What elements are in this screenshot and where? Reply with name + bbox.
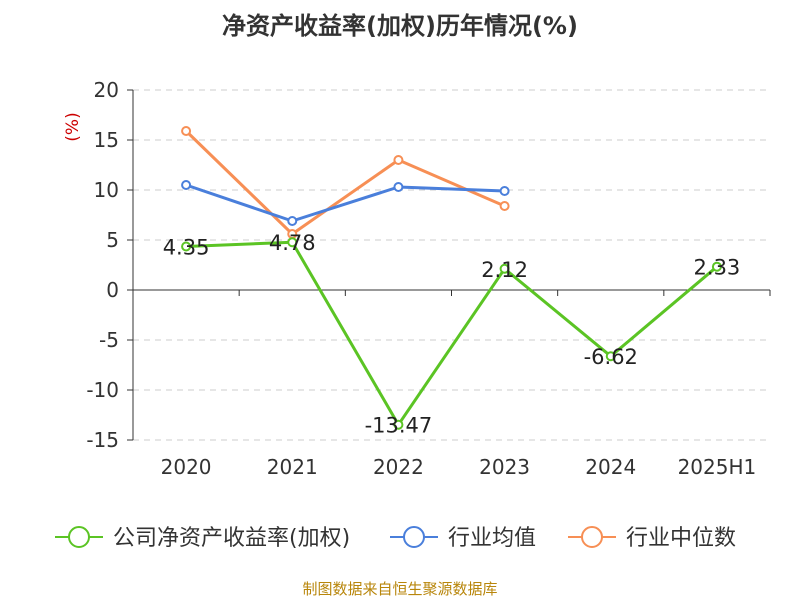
data-label: 4.35	[163, 236, 210, 260]
series-0	[181, 237, 722, 430]
series-point-0	[711, 261, 722, 272]
series-point-2	[393, 155, 404, 165]
legend-item-2: 行业中位数	[568, 526, 736, 551]
y-tick-label: 15	[94, 128, 119, 152]
y-tick-label: 10	[94, 178, 119, 202]
y-tick-label: -15	[86, 428, 119, 452]
x-tick-label-2025H1: 2025H1	[678, 455, 757, 479]
x-tick-label-2023: 2023	[479, 455, 530, 479]
data-label: -6.62	[584, 345, 638, 369]
x-tick-label-2021: 2021	[267, 455, 318, 479]
data-label: 2.12	[481, 258, 528, 282]
series-2	[181, 126, 510, 239]
legend-marker-icon	[403, 526, 425, 548]
chart-title: 净资产收益率(加权)历年情况(%)	[222, 12, 578, 40]
legend-marker-icon	[581, 526, 603, 548]
y-axis-label: (%)	[63, 112, 83, 141]
series-line-1	[185, 183, 505, 223]
legend-label: 行业中位数	[626, 526, 736, 551]
legend-item-1: 行业均值	[390, 526, 536, 551]
series-point-0	[181, 241, 192, 252]
series-point-1	[499, 186, 510, 196]
x-tick-label-2020: 2020	[161, 455, 212, 479]
series-1	[181, 180, 510, 226]
axis-layer: 20 15 10 5 0 -5 -10 -15 (%) 2020 2021 2022 2023 2024 2…	[63, 78, 771, 479]
legend: 公司净资产收益率(加权) 行业均值 行业中位数	[55, 526, 736, 551]
data-label: 2.33	[694, 256, 741, 280]
y-tick-label: 5	[106, 228, 119, 252]
data-label: -13.47	[365, 414, 433, 438]
series-point-1	[181, 180, 192, 190]
x-tick-label-2024: 2024	[585, 455, 636, 479]
x-tick-label-2022: 2022	[373, 455, 424, 479]
series-line-2	[185, 129, 506, 236]
series-point-0	[605, 351, 616, 362]
series-point-2	[181, 126, 192, 136]
legend-label: 公司净资产收益率(加权)	[113, 526, 350, 551]
series-point-0	[499, 263, 510, 274]
legend-marker-icon	[68, 526, 90, 548]
series-layer	[181, 126, 722, 430]
legend-label: 行业均值	[448, 526, 536, 551]
legend-item-0: 公司净资产收益率(加权)	[55, 526, 350, 551]
data-label: 4.78	[269, 231, 316, 255]
y-tick-label: -10	[86, 378, 119, 402]
series-point-0	[287, 237, 298, 248]
y-tick-label: -5	[99, 328, 119, 352]
y-tick-label: 20	[94, 78, 119, 102]
series-line-0	[186, 240, 718, 427]
source-note: 制图数据来自恒生聚源数据库	[302, 580, 498, 598]
series-point-1	[393, 182, 404, 192]
data-label-layer: 4.35 4.78 -13.47 2.12 -6.62 2.33	[163, 231, 741, 438]
grid-layer	[133, 89, 770, 441]
series-point-2	[499, 201, 510, 211]
series-point-0	[393, 419, 404, 430]
series-point-1	[287, 216, 298, 226]
y-tick-label: 0	[106, 278, 119, 302]
